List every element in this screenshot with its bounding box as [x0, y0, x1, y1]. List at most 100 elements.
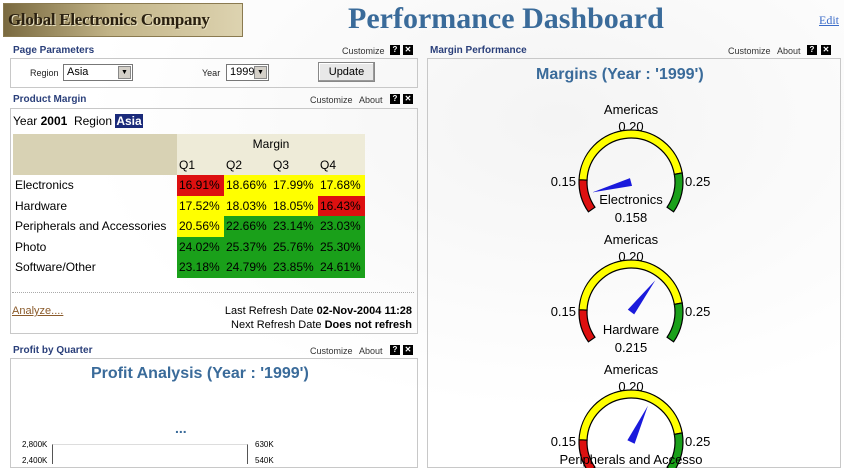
region-select-value: Asia: [67, 66, 89, 78]
next-refresh-label: Next Refresh Date: [231, 319, 322, 331]
margin-cell[interactable]: 16.91%: [177, 175, 224, 196]
gauge-band-yellow: [578, 259, 683, 311]
row-label: Software/Other: [15, 260, 96, 275]
gauge-region-label: Americas: [604, 232, 659, 247]
margin-cell[interactable]: 24.02%: [177, 236, 224, 257]
product-margin-title: Product Margin: [13, 94, 87, 105]
y-left-tick: 2,800K: [22, 440, 48, 449]
close-icon[interactable]: ✕: [403, 94, 413, 104]
y-right-tick: 540K: [255, 456, 274, 465]
gauge-max-label: 0.25: [685, 304, 710, 319]
margin-cell[interactable]: 24.79%: [224, 257, 271, 278]
close-icon[interactable]: ✕: [821, 45, 831, 55]
margin-cell[interactable]: 23.14%: [271, 216, 318, 237]
close-icon[interactable]: ✕: [403, 345, 413, 355]
gauge-value: 0.158: [615, 210, 648, 225]
help-icon[interactable]: ?: [390, 94, 400, 104]
close-icon[interactable]: ✕: [403, 45, 413, 55]
gauge-band-green: [666, 172, 684, 213]
gauge-min-label: 0.15: [551, 434, 576, 449]
margin-cell[interactable]: 20.56%: [177, 216, 224, 237]
margin-cell[interactable]: 18.05%: [271, 195, 318, 216]
help-icon[interactable]: ?: [390, 345, 400, 355]
row-label: Hardware: [15, 198, 68, 213]
gauge-label: Electronics: [599, 192, 663, 207]
year-select[interactable]: 1999 ▼: [226, 64, 269, 81]
update-button[interactable]: Update: [318, 62, 375, 82]
margin-cell[interactable]: 23.85%: [271, 257, 318, 278]
profit-plot-area: [52, 444, 248, 464]
gauge-needle: [592, 178, 633, 193]
about-link[interactable]: About: [777, 46, 801, 56]
customize-link[interactable]: Customize: [310, 95, 353, 105]
divider: [12, 292, 414, 293]
about-link[interactable]: About: [359, 346, 383, 356]
margin-cell[interactable]: 24.61%: [318, 257, 365, 278]
margin-cell[interactable]: 16.43%: [318, 195, 365, 216]
page-title: Performance Dashboard: [348, 2, 664, 35]
help-icon[interactable]: ?: [807, 45, 817, 55]
margin-filters: Year 2001 Region Asia: [13, 114, 143, 128]
region-label: Region: [30, 68, 59, 78]
chevron-down-icon: ▼: [254, 66, 267, 79]
page-params-header: Page Parameters Customize ? ✕: [10, 43, 418, 59]
last-refresh: Last Refresh Date 02-Nov-2004 11:28: [225, 305, 412, 317]
profit-header: Profit by Quarter Customize About ? ✕: [10, 343, 418, 359]
gauge-value: 0.215: [615, 340, 648, 355]
chevron-down-icon: ▼: [118, 66, 131, 79]
profit-chart-ellipsis: ...: [175, 420, 187, 436]
margin-cell[interactable]: 25.30%: [318, 236, 365, 257]
margin-cell[interactable]: 23.03%: [318, 216, 365, 237]
margin-cell[interactable]: 17.52%: [177, 195, 224, 216]
company-logo: Global Electronics Company: [3, 3, 243, 37]
year-label: Year: [202, 68, 221, 78]
margin-perf-header: Margin Performance Customize About ? ✕: [427, 43, 841, 59]
customize-link[interactable]: Customize: [342, 46, 385, 56]
table-row: Electronics 16.91% 18.66% 17.99% 17.68%: [13, 175, 365, 196]
gauge-region-label: Americas: [604, 362, 659, 377]
column-header: Q3: [273, 157, 290, 172]
margin-cell[interactable]: 18.03%: [224, 195, 271, 216]
table-row: Peripherals and Accessories 20.56% 22.66% 2…: [13, 216, 365, 237]
last-refresh-value: 02-Nov-2004 11:28: [316, 305, 412, 317]
margin-cell[interactable]: 17.68%: [318, 175, 365, 196]
gauge-band-green: [666, 302, 684, 343]
gauge-max-label: 0.25: [685, 174, 710, 189]
margins-chart-title: Margins (Year : '1999'): [536, 66, 704, 83]
gauge-region-label: Americas: [604, 102, 659, 117]
next-refresh: Next Refresh Date Does not refresh: [231, 319, 412, 331]
margin-table: Margin Q1 Q2 Q3 Q4 Electronics 16.91% 18.66% 1…: [13, 134, 365, 278]
row-label: Electronics: [15, 178, 74, 193]
y-left-tick: 2,400K: [22, 456, 48, 465]
region-value: Asia: [115, 114, 143, 128]
customize-link[interactable]: Customize: [310, 346, 353, 356]
edit-link[interactable]: Edit: [819, 13, 839, 27]
margin-cell[interactable]: 25.76%: [271, 236, 318, 257]
region-select[interactable]: Asia ▼: [63, 64, 133, 81]
margin-cell[interactable]: 22.66%: [224, 216, 271, 237]
gauge-needle: [627, 280, 656, 315]
gauge-max-label: 0.25: [685, 434, 710, 449]
table-row: Hardware 17.52% 18.03% 18.05% 16.43%: [13, 195, 365, 216]
profit-title: Profit by Quarter: [13, 345, 93, 356]
about-link[interactable]: About: [359, 95, 383, 105]
help-icon[interactable]: ?: [390, 45, 400, 55]
gauge-label: Peripherals and Accesso: [559, 452, 702, 467]
column-header: Q4: [320, 157, 337, 172]
last-refresh-label: Last Refresh Date: [224, 305, 314, 317]
gauge-band-yellow: [578, 389, 683, 441]
margin-cell[interactable]: 25.37%: [224, 236, 271, 257]
page-params-title: Page Parameters: [13, 45, 95, 56]
page-params-panel: [10, 58, 418, 88]
margin-cell[interactable]: 23.18%: [177, 257, 224, 278]
header: Global Electronics Company Performance D…: [0, 0, 844, 40]
customize-link[interactable]: Customize: [728, 46, 771, 56]
gauge-needle: [627, 405, 648, 444]
column-header: Q1: [179, 157, 196, 172]
margin-cell[interactable]: 18.66%: [224, 175, 271, 196]
margin-cell[interactable]: 17.99%: [271, 175, 318, 196]
analyze-link[interactable]: Analyze....: [12, 305, 64, 317]
table-row: Photo 24.02% 25.37% 25.76% 25.30%: [13, 236, 365, 257]
gauge-min-label: 0.15: [551, 304, 576, 319]
